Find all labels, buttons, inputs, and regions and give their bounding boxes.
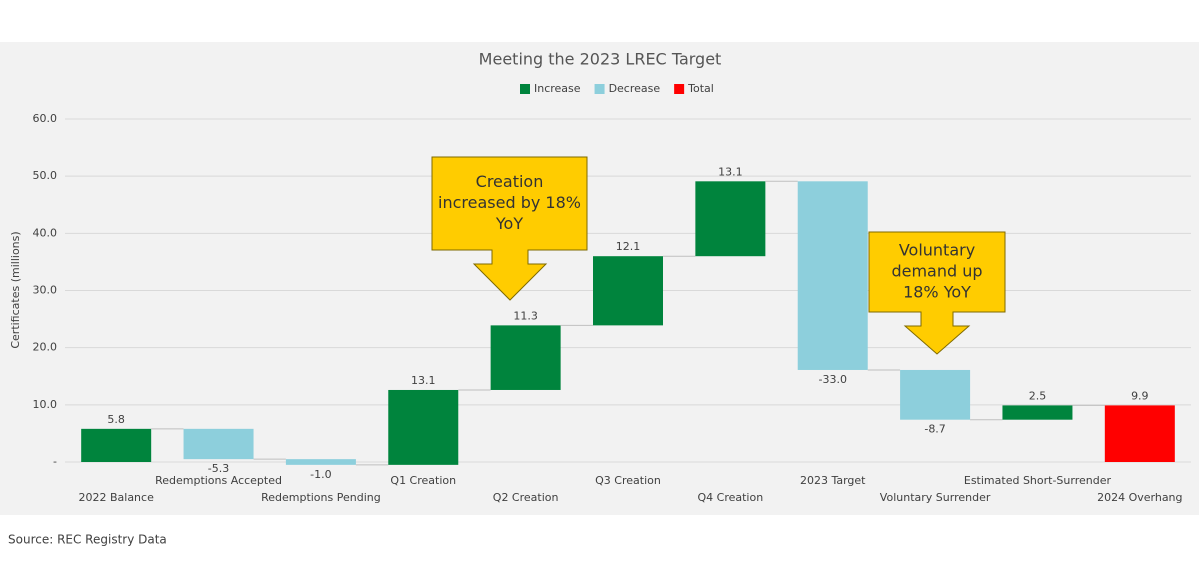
y-tick-label: 40.0 bbox=[33, 226, 58, 239]
legend-swatch bbox=[520, 84, 530, 94]
x-tick-label: Q1 Creation bbox=[390, 474, 456, 487]
y-tick-label: - bbox=[53, 455, 57, 468]
y-tick-label: 10.0 bbox=[33, 398, 58, 411]
value-label: 12.1 bbox=[616, 240, 641, 253]
value-label: 13.1 bbox=[718, 165, 743, 178]
x-tick-label: Estimated Short-Surrender bbox=[964, 474, 1112, 487]
callout-text: YoY bbox=[495, 214, 523, 233]
value-label: 9.9 bbox=[1131, 389, 1149, 402]
legend-swatch bbox=[594, 84, 605, 94]
value-label: -1.0 bbox=[310, 468, 331, 481]
value-label: -33.0 bbox=[818, 373, 846, 386]
bar bbox=[593, 256, 663, 326]
chart-title: Meeting the 2023 LREC Target bbox=[479, 50, 722, 69]
bar bbox=[388, 389, 459, 465]
legend-swatch bbox=[674, 84, 685, 94]
x-tick-label: Q3 Creation bbox=[595, 474, 661, 487]
legend-label: Increase bbox=[534, 82, 581, 95]
value-label: 2.5 bbox=[1029, 389, 1047, 402]
callout-text: Voluntary bbox=[899, 241, 975, 260]
value-label: 11.3 bbox=[513, 309, 538, 322]
callout-text: increased by 18% bbox=[438, 193, 581, 212]
legend-label: Total bbox=[687, 82, 714, 95]
value-label: -8.7 bbox=[924, 423, 945, 436]
value-label: -5.3 bbox=[208, 462, 229, 475]
y-tick-label: 20.0 bbox=[33, 341, 58, 354]
bar bbox=[183, 428, 254, 460]
source: Source: REC Registry Data bbox=[8, 533, 167, 547]
bar bbox=[900, 369, 971, 420]
callout bbox=[868, 231, 1006, 355]
value-label: 13.1 bbox=[411, 374, 436, 387]
bar bbox=[1002, 405, 1073, 420]
y-tick-label: 50.0 bbox=[33, 169, 58, 182]
callout-text: demand up bbox=[891, 262, 982, 281]
bar bbox=[490, 325, 561, 390]
x-tick-label: 2022 Balance bbox=[78, 491, 154, 504]
bar bbox=[1104, 405, 1175, 462]
bar bbox=[285, 459, 356, 465]
x-tick-label: Voluntary Surrender bbox=[880, 491, 991, 504]
bar bbox=[695, 181, 766, 257]
y-tick-label: 30.0 bbox=[33, 284, 58, 297]
y-tick-label: 60.0 bbox=[33, 112, 58, 125]
x-tick-label: Q2 Creation bbox=[493, 491, 559, 504]
x-tick-label: Redemptions Pending bbox=[261, 491, 381, 504]
legend-label: Decrease bbox=[609, 82, 661, 95]
bar bbox=[81, 428, 152, 462]
x-tick-label: 2024 Overhang bbox=[1097, 491, 1182, 504]
value-label: 5.8 bbox=[107, 413, 125, 426]
callout-text: Creation bbox=[476, 172, 544, 191]
x-tick-label: Redemptions Accepted bbox=[155, 474, 282, 487]
y-axis-label: Certificates (millions) bbox=[9, 231, 22, 348]
callout-text: 18% YoY bbox=[903, 283, 971, 302]
x-tick-label: 2023 Target bbox=[800, 474, 866, 487]
x-tick-label: Q4 Creation bbox=[698, 491, 764, 504]
bar bbox=[797, 181, 868, 370]
callout bbox=[431, 156, 588, 301]
